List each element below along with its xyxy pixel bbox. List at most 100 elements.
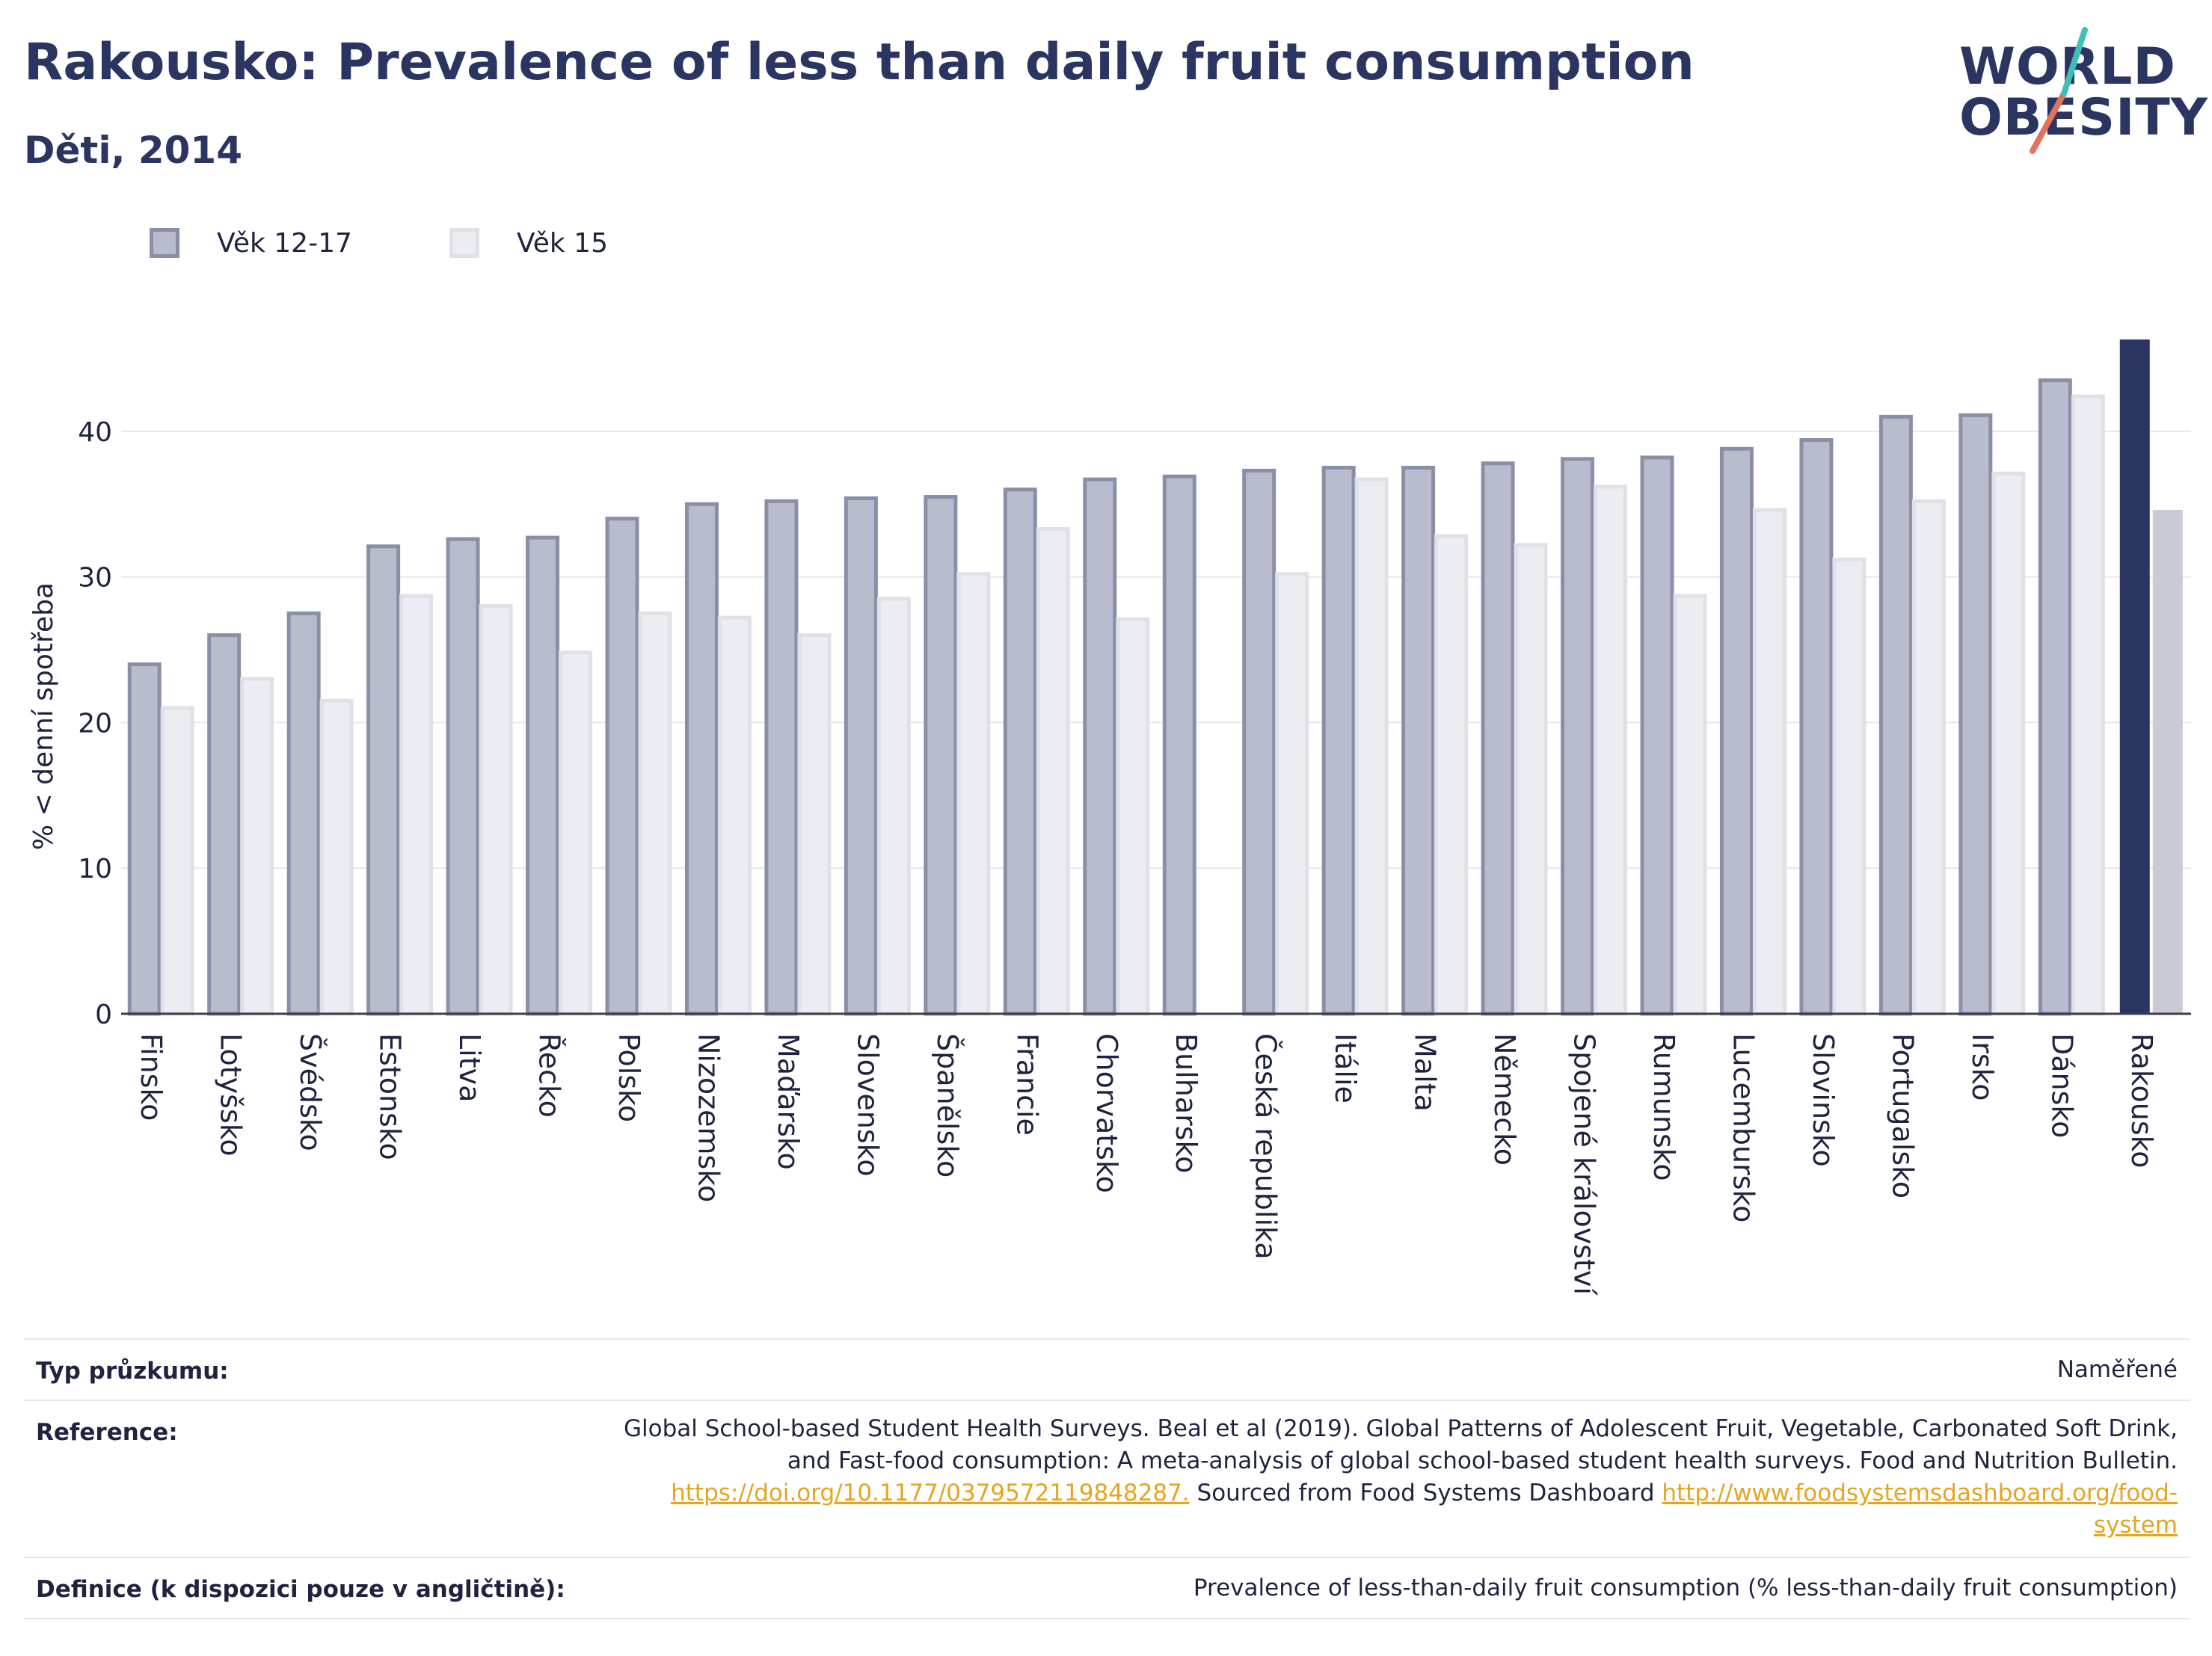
x-tick-label: Irsko (1966, 1033, 1999, 1101)
bar-age-12-17 (2119, 339, 2150, 1015)
x-tick-label: Rumunsko (1647, 1033, 1680, 1181)
x-tick-label: Dánsko (2045, 1033, 2078, 1138)
x-tick-label: Polsko (612, 1033, 645, 1122)
logo-slash-icon (2030, 27, 2088, 154)
x-tick-label: Litva (453, 1033, 486, 1102)
definition-label: Definice (k dispozici pouze v angličtině… (36, 1576, 565, 1603)
legend-item-age-15[interactable]: Věk 15 (449, 228, 608, 259)
bar-age-15 (1354, 477, 1389, 1016)
bar-age-15 (559, 650, 593, 1016)
bar-age-12-17 (1003, 487, 1037, 1016)
bar-age-12-17 (1481, 461, 1515, 1016)
bar-age-12-17 (1083, 477, 1117, 1016)
bar-age-15 (479, 604, 513, 1016)
x-tick-label: Německo (1488, 1033, 1521, 1166)
bar-age-15 (876, 597, 911, 1016)
bar-age-15 (1673, 594, 1707, 1016)
bar-age-12-17 (446, 537, 480, 1016)
bar-age-15 (399, 594, 434, 1016)
bar-age-12-17 (1640, 455, 1674, 1016)
definition-value: Prevalence of less-than-daily fruit cons… (1193, 1575, 2178, 1601)
bar-age-15 (1275, 572, 1309, 1016)
bar-age-12-17 (605, 517, 639, 1016)
x-tick-label: Lotyšsko (215, 1033, 248, 1157)
bar-age-12-17 (526, 535, 560, 1016)
bar-age-12-17 (286, 611, 321, 1016)
bar-age-12-17 (1958, 413, 1993, 1016)
bar-age-15 (240, 677, 274, 1016)
bar-age-15 (1832, 557, 1867, 1016)
survey-type-value: Naměřené (2056, 1356, 2178, 1383)
bar-age-15 (319, 698, 354, 1016)
food-systems-link[interactable]: http://www.foodsystemsdashboard.org/food… (1662, 1480, 2178, 1506)
survey-type-label: Typ průzkumu: (36, 1358, 229, 1385)
x-tick-label: Francie (1010, 1033, 1043, 1136)
reference-label: Reference: (36, 1419, 178, 1446)
legend-item-age-12-17[interactable]: Věk 12-17 (150, 228, 352, 259)
reference-row: Reference: Global School-based Student H… (24, 1400, 2190, 1558)
legend-label-age-15: Věk 15 (516, 227, 608, 259)
reference-line-3: https://doi.org/10.1177/0379572119848287… (624, 1477, 2178, 1509)
y-tick-label: 0 (95, 1000, 112, 1030)
bar-age-12-17 (127, 662, 162, 1016)
x-tick-label: Bulharsko (1170, 1033, 1202, 1173)
x-tick-label: Spojené království (1568, 1033, 1601, 1296)
bar-age-12-17 (1799, 438, 1834, 1016)
logo-line-2: OBESITY (1959, 88, 2208, 147)
x-tick-label: Rakousko (2125, 1033, 2158, 1169)
bar-age-15 (1991, 471, 2026, 1016)
bar-age-15 (1752, 508, 1787, 1016)
bar-age-12-17 (1878, 414, 1913, 1016)
reference-value: Global School-based Student Health Surve… (624, 1413, 2178, 1542)
bar-age-15 (638, 611, 672, 1016)
bar-age-15 (1116, 617, 1150, 1016)
legend-swatch-age-12-17 (150, 228, 179, 258)
legend-label-age-12-17: Věk 12-17 (217, 227, 352, 259)
reference-line-4: system (624, 1509, 2178, 1542)
x-tick-label: Maďarsko (772, 1033, 805, 1170)
survey-type-row: Typ průzkumu: Naměřené (24, 1338, 2190, 1401)
x-tick-label: Česká republika (1250, 1033, 1282, 1260)
bar-age-12-17 (1162, 474, 1196, 1016)
x-tick-label: Finsko (135, 1033, 168, 1121)
legend-swatch-age-15 (449, 228, 479, 258)
x-tick-label: Slovensko (851, 1033, 884, 1177)
bar-age-15 (1036, 526, 1070, 1016)
reference-line-2: and Fast-food consumption: A meta-analys… (787, 1447, 2178, 1474)
bar-age-15 (956, 572, 991, 1016)
doi-link[interactable]: https://doi.org/10.1177/0379572119848287… (671, 1480, 1190, 1506)
bar-age-15 (1594, 484, 1628, 1016)
bar-age-12-17 (764, 499, 799, 1016)
bar-age-15 (797, 633, 832, 1016)
bar-age-12-17 (366, 544, 401, 1016)
bar-age-15 (1911, 499, 1946, 1016)
bar-age-15 (1434, 534, 1469, 1016)
bar-age-15 (160, 706, 194, 1016)
x-tick-label: Řecko (533, 1033, 566, 1118)
bar-age-12-17 (924, 495, 958, 1016)
chart-subtitle: Děti, 2014 (24, 129, 243, 172)
definition-row: Definice (k dispozici pouze v angličtině… (24, 1557, 2190, 1619)
x-tick-label: Malta (1409, 1033, 1442, 1112)
bar-age-12-17 (1401, 466, 1436, 1016)
bar-age-12-17 (684, 502, 719, 1016)
world-obesity-logo: WORLD OBESITY (1944, 22, 2208, 157)
y-tick-label: 30 (78, 563, 112, 594)
x-tick-label: Nizozemsko (692, 1033, 725, 1202)
food-systems-link-cont[interactable]: system (2093, 1512, 2178, 1539)
bar-age-12-17 (1242, 468, 1276, 1016)
bar-chart: 0 10 20 30 40 % < denní spotřeba Finsko Lotyšsk… (28, 339, 2191, 1296)
bar-age-12-17 (844, 496, 878, 1016)
x-tick-label: Itálie (1329, 1033, 1362, 1104)
x-tick-label: Estonsko (374, 1033, 407, 1160)
bar-age-15 (1514, 543, 1548, 1016)
x-tick-label: Chorvatsko (1090, 1033, 1123, 1193)
y-axis-label: % < denní spotřeba (28, 582, 59, 850)
bar-age-12-17 (1719, 446, 1754, 1016)
bar-age-15 (717, 615, 752, 1016)
x-tick-label: Lucembursko (1727, 1033, 1760, 1222)
bar-age-15 (2071, 394, 2105, 1016)
bar-age-12-17 (1321, 466, 1356, 1016)
x-tick-label: Švédsko (294, 1033, 327, 1151)
reference-mid-text: Sourced from Food Systems Dashboard (1189, 1480, 1662, 1506)
